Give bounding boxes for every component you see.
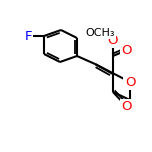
Text: O: O [125, 76, 135, 88]
Text: O: O [122, 43, 132, 57]
Text: O: O [122, 100, 132, 114]
Text: O: O [108, 33, 118, 47]
Text: OCH₃: OCH₃ [85, 28, 115, 38]
Text: F: F [24, 29, 32, 43]
